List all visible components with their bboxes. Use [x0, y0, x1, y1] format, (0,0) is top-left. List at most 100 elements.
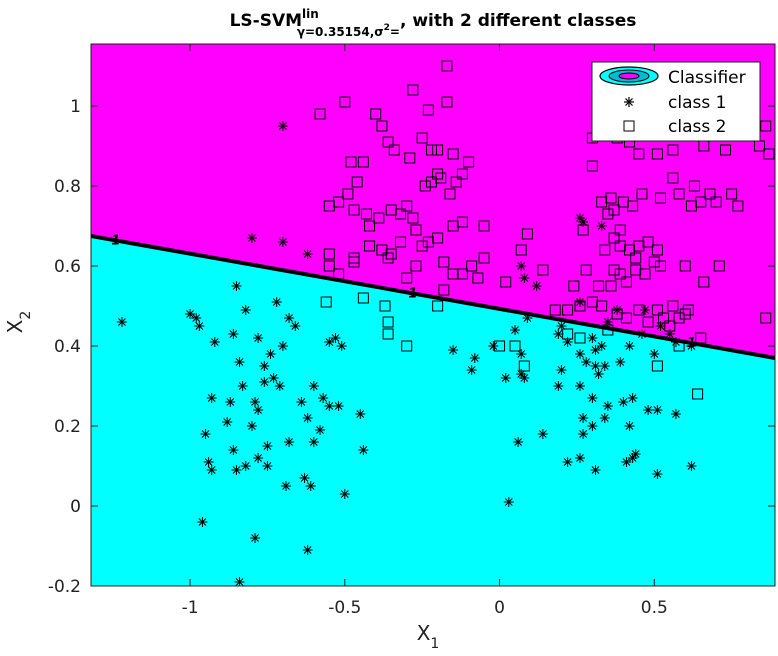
class1-point: [575, 381, 586, 391]
class2-point: [360, 208, 372, 220]
class1-point: [593, 369, 604, 379]
legend-label-class2: class 2: [668, 117, 726, 137]
class1-point: [670, 409, 681, 419]
class2-point: [651, 360, 663, 372]
class1-point: [194, 321, 205, 331]
class2-point: [432, 168, 444, 180]
class1-point: [599, 413, 610, 423]
class1-point: [284, 313, 295, 323]
class2-point: [586, 160, 598, 172]
legend-label-classifier: Classifier: [668, 68, 746, 88]
class1-point: [649, 349, 660, 359]
class1-point: [234, 357, 245, 367]
class1-point: [308, 381, 319, 391]
class2-point: [345, 156, 357, 168]
class2-point: [463, 156, 475, 168]
class1-point: [553, 329, 564, 339]
class2-point: [314, 108, 326, 120]
class1-point: [315, 425, 326, 435]
y-tick-label: -0.2: [48, 577, 81, 597]
class2-point: [614, 224, 626, 236]
class2-point: [320, 296, 332, 308]
class2-point: [407, 84, 419, 96]
class1-point: [488, 341, 499, 351]
class1-point: [590, 465, 601, 475]
class1-point: [670, 337, 681, 347]
class1-point: [191, 313, 202, 323]
class2-point: [760, 120, 772, 132]
legend-class1-icon: [624, 97, 634, 107]
chart-title: LS-SVMlin γ=0.35154,σ2=, with 2 different…: [230, 7, 637, 39]
class2-point: [494, 340, 506, 352]
class1-point: [246, 421, 257, 431]
x-tick-label: -0.5: [328, 598, 361, 618]
class2-point: [537, 264, 549, 276]
class2-point: [425, 176, 437, 188]
class2-point: [667, 172, 679, 184]
class2-point: [515, 244, 527, 256]
class2-point: [441, 96, 453, 108]
class1-point: [228, 445, 239, 455]
class1-point: [358, 445, 369, 455]
class1-point: [640, 305, 651, 315]
class2-point: [679, 308, 691, 320]
class1-point: [615, 357, 626, 367]
class2-point: [726, 188, 738, 200]
class2-point: [651, 304, 663, 316]
class2-point: [651, 244, 663, 256]
class1-point: [596, 221, 607, 231]
x-tick-label: 0.5: [641, 598, 668, 618]
class2-point: [698, 276, 710, 288]
class2-point: [370, 108, 382, 120]
class2-point: [633, 148, 645, 160]
class2-point: [605, 192, 617, 204]
class2-point: [608, 264, 620, 276]
class2-point: [633, 240, 645, 252]
class2-point: [379, 300, 391, 312]
class1-point: [516, 349, 527, 359]
class2-point: [658, 312, 670, 324]
class2-point: [664, 320, 676, 332]
axes-frame: [90, 43, 776, 587]
class1-point: [575, 349, 586, 359]
y-axis-label: X2: [3, 311, 34, 334]
class1-point: [599, 361, 610, 371]
class1-point: [652, 469, 663, 479]
class2-point: [574, 332, 586, 344]
class2-point: [395, 208, 407, 220]
class1-point: [250, 397, 261, 407]
class2-point: [447, 220, 459, 232]
class1-point: [510, 325, 521, 335]
class2-point: [333, 196, 345, 208]
class2-point: [438, 256, 450, 268]
class2-point: [732, 200, 744, 212]
class1-point: [308, 437, 319, 447]
class1-point: [305, 481, 316, 491]
class2-point: [323, 260, 335, 272]
y-tick-label: 1: [70, 97, 81, 117]
class2-point: [549, 304, 561, 316]
class2-point: [419, 180, 431, 192]
class2-point: [599, 244, 611, 256]
class1-point: [277, 341, 288, 351]
y-tick-label: 0.4: [54, 337, 81, 357]
class1-point: [556, 365, 567, 375]
class1-point: [686, 461, 697, 471]
class1-point: [596, 341, 607, 351]
class1-point: [324, 401, 335, 411]
class2-point: [342, 188, 354, 200]
class2-point: [614, 268, 626, 280]
class2-point: [562, 328, 574, 340]
class2-point: [667, 300, 679, 312]
class2-point: [376, 244, 388, 256]
class1-point: [587, 333, 598, 343]
class1-point: [246, 233, 257, 243]
class2-point: [614, 240, 626, 252]
class1-point: [240, 461, 251, 471]
class1-point: [575, 453, 586, 463]
class2-point: [651, 148, 663, 160]
class1-point: [277, 237, 288, 247]
class1-point: [284, 437, 295, 447]
y-tick-label: 0.8: [54, 177, 81, 197]
decision-boundary: [91, 234, 775, 360]
